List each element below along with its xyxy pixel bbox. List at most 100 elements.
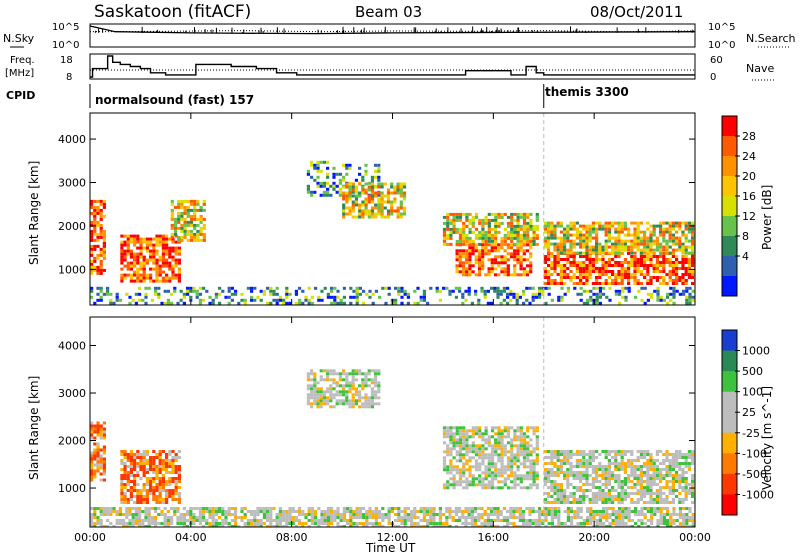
heatmap-cell: [474, 459, 479, 463]
heatmap-cell: [142, 495, 146, 498]
heatmap-cell: [595, 495, 599, 498]
heatmap-cell: [614, 242, 618, 246]
heatmap-cell: [165, 456, 169, 459]
heatmap-cell: [174, 246, 178, 250]
heatmap-cell: [165, 234, 169, 238]
heatmap-cell: [484, 468, 488, 472]
heatmap-cell: [477, 261, 482, 265]
y-tick-label: 1000: [58, 263, 86, 276]
heatmap-cell: [152, 279, 156, 283]
heatmap-cell: [158, 237, 162, 241]
heatmap-cell: [446, 242, 450, 246]
heatmap-cell: [458, 429, 463, 433]
heatmap-cell: [237, 301, 241, 305]
heatmap-cell: [161, 234, 165, 238]
heatmap-cell: [377, 193, 381, 197]
heatmap-cell: [99, 436, 103, 440]
heatmap-cell: [155, 465, 159, 468]
heatmap-cell: [377, 166, 381, 170]
heatmap-cell: [99, 217, 103, 221]
heatmap-cell: [493, 507, 497, 510]
heatmap-cell: [544, 286, 548, 290]
heatmap-cell: [458, 264, 462, 268]
heatmap-cell: [630, 486, 634, 489]
heatmap-cell: [563, 258, 567, 261]
heatmap-cell: [419, 519, 423, 522]
heatmap-cell: [623, 270, 627, 273]
heatmap-cell: [266, 519, 270, 522]
heatmap-cell: [494, 438, 498, 442]
heatmap-cell: [493, 267, 498, 271]
heatmap-cell: [126, 480, 130, 483]
heatmap-cell: [563, 459, 567, 462]
heatmap-cell: [109, 507, 113, 510]
heatmap-cell: [608, 522, 612, 525]
heatmap-cell: [559, 245, 563, 249]
heatmap-cell: [598, 465, 602, 468]
heatmap-cell: [465, 218, 469, 222]
heatmap-cell: [569, 242, 573, 246]
heatmap-cell: [326, 525, 330, 527]
heatmap-cell: [659, 245, 663, 249]
heatmap-cell: [354, 390, 358, 394]
heatmap-cell: [614, 239, 618, 243]
heatmap-cell: [214, 292, 218, 296]
heatmap-cell: [637, 289, 641, 293]
heatmap-cell: [319, 390, 323, 394]
heatmap-cell: [556, 486, 560, 489]
heatmap-cell: [559, 242, 563, 246]
heatmap-cell: [202, 223, 206, 227]
heatmap-cell: [330, 507, 334, 510]
heatmap-cell: [481, 243, 485, 247]
heatmap-cell: [177, 450, 181, 453]
heatmap-cell: [541, 286, 545, 290]
heatmap-cell: [177, 199, 181, 203]
heatmap-cell: [96, 238, 100, 242]
heatmap-cell: [681, 474, 685, 477]
heatmap-cell: [462, 426, 466, 430]
heatmap-cell: [96, 457, 100, 461]
heatmap-cell: [566, 227, 570, 231]
heatmap-cell: [595, 245, 599, 249]
heatmap-cell: [510, 233, 514, 237]
heatmap-cell: [145, 477, 149, 480]
heatmap-cell: [462, 221, 466, 225]
heatmap-cell: [314, 522, 318, 525]
heatmap-cell: [668, 233, 672, 237]
heatmap-cell: [374, 203, 378, 207]
heatmap-cell: [142, 255, 146, 259]
heatmap-cell: [183, 235, 187, 239]
heatmap-cell: [338, 193, 342, 197]
heatmap-cell: [316, 181, 320, 185]
heatmap-cell: [462, 468, 466, 472]
heatmap-cell: [569, 495, 573, 498]
heatmap-cell: [636, 450, 640, 453]
y-tick-label: 2000: [58, 220, 86, 233]
heatmap-cell: [342, 163, 346, 167]
heatmap-cell: [543, 471, 547, 474]
heatmap-cell: [198, 298, 202, 302]
heatmap-cell: [598, 270, 602, 273]
heatmap-cell: [370, 393, 374, 397]
heatmap-cell: [541, 513, 545, 516]
heatmap-cell: [566, 450, 570, 453]
heatmap-cell: [691, 295, 695, 299]
heatmap-cell: [149, 465, 153, 468]
heatmap-cell: [572, 492, 576, 495]
heatmap-cell: [377, 396, 381, 400]
heatmap-cell: [179, 513, 183, 516]
heatmap-cell: [668, 261, 672, 264]
heatmap-cell: [129, 279, 133, 283]
noise-left-tick-top: 10^5: [52, 22, 79, 33]
heatmap-cell: [493, 525, 497, 527]
heatmap-cell: [496, 513, 500, 516]
heatmap-cell: [649, 462, 653, 465]
heatmap-cell: [493, 286, 497, 290]
heatmap-cell: [168, 489, 172, 492]
heatmap-cell: [570, 525, 574, 527]
heatmap-cell: [335, 384, 339, 388]
heatmap-cell: [468, 249, 472, 253]
heatmap-cell: [133, 480, 137, 483]
heatmap-cell: [607, 459, 611, 462]
heatmap-cell: [529, 438, 533, 442]
